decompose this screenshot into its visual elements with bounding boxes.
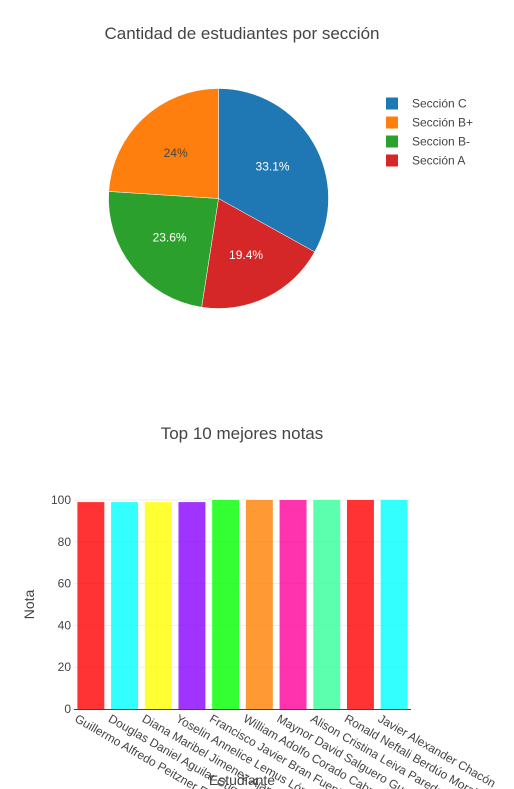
- y-tick-label: 40: [58, 618, 72, 632]
- bar: [144, 502, 172, 709]
- y-axis-title: Nota: [21, 590, 37, 620]
- bar: [111, 502, 139, 709]
- bar: [212, 500, 240, 709]
- pie-slice-label: 19.4%: [229, 248, 263, 262]
- y-tick-label: 80: [58, 535, 72, 549]
- y-tick-label: 100: [51, 493, 71, 507]
- bar: [77, 502, 105, 709]
- y-tick-label: 20: [58, 660, 72, 674]
- legend-label: Sección C: [412, 97, 467, 111]
- legend-label: Sección A: [412, 154, 465, 168]
- pie-slice: [108, 88, 219, 199]
- pie-slice: [201, 198, 316, 309]
- bar: [178, 502, 206, 709]
- legend-swatch: [386, 154, 398, 167]
- x-axis-title: Estudiante: [209, 772, 275, 788]
- bar-chart: Top 10 mejores notas 0 20 40 60 80 100 Guiller…: [0, 400, 514, 789]
- bar: [380, 500, 408, 709]
- bar: [346, 500, 374, 709]
- pie-slice-label: 33.1%: [256, 160, 290, 174]
- pie-slice: [218, 88, 329, 253]
- pie-slice-label: 23.6%: [153, 231, 187, 245]
- legend-label: Seccion B-: [412, 135, 470, 149]
- legend-swatch: [386, 116, 398, 129]
- pie-chart: Cantidad de estudiantes por sección 33.1…: [0, 0, 514, 380]
- bar: [313, 500, 341, 709]
- pie-slice-label: 24%: [164, 146, 188, 160]
- bar: [245, 500, 273, 709]
- pie-slice: [108, 191, 219, 308]
- bar-chart-title: Top 10 mejores notas: [160, 424, 324, 443]
- y-tick-label: 0: [64, 702, 71, 716]
- pie-chart-title: Cantidad de estudiantes por sección: [104, 24, 380, 43]
- y-tick-label: 60: [58, 577, 72, 591]
- bar: [279, 500, 307, 709]
- legend-swatch: [386, 97, 398, 110]
- pie-chart-plot: 33.1% 19.4% 23.6% 24% Sección C Sección B+ Sec…: [108, 88, 473, 309]
- legend-swatch: [386, 135, 398, 148]
- legend-label: Sección B+: [412, 116, 473, 130]
